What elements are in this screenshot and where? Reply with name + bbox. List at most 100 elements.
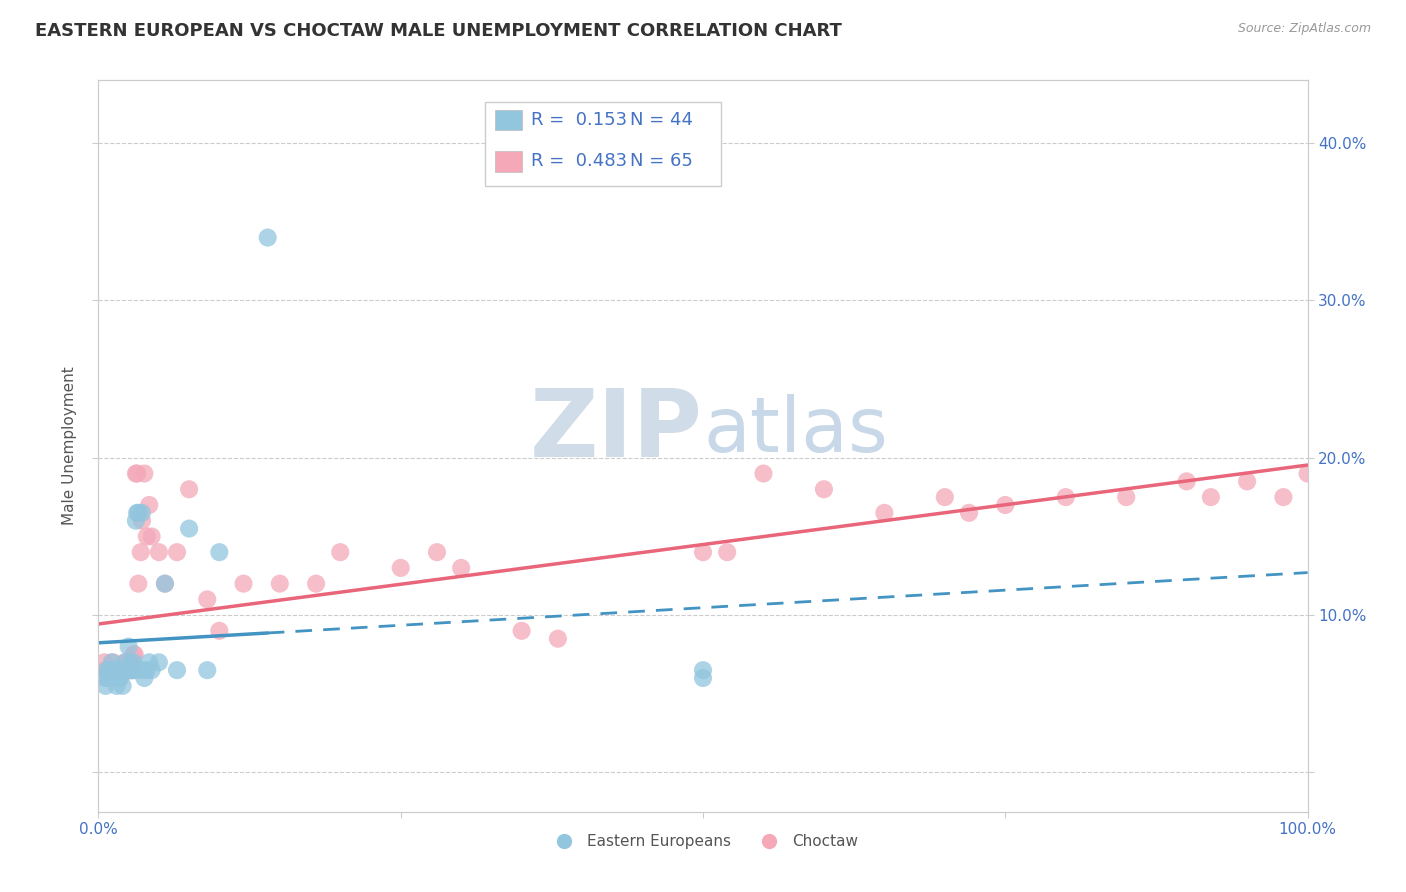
Point	[166, 545, 188, 559]
FancyBboxPatch shape	[495, 110, 522, 130]
Point	[127, 467, 149, 481]
Point	[100, 663, 122, 677]
Point	[120, 655, 142, 669]
Point	[111, 679, 134, 693]
Point	[813, 482, 835, 496]
Point	[131, 506, 153, 520]
FancyBboxPatch shape	[485, 103, 721, 186]
Point	[329, 545, 352, 559]
Point	[389, 561, 412, 575]
Point	[208, 624, 231, 638]
Point	[104, 663, 127, 677]
Point	[1175, 475, 1198, 489]
Point	[232, 576, 254, 591]
Point	[934, 490, 956, 504]
Point	[118, 655, 141, 669]
Point	[105, 679, 128, 693]
Y-axis label: Male Unemployment: Male Unemployment	[62, 367, 77, 525]
Point	[195, 592, 218, 607]
Point	[122, 648, 145, 662]
Point	[208, 545, 231, 559]
Point	[269, 576, 291, 591]
Point	[153, 576, 176, 591]
Point	[127, 506, 149, 520]
Point	[179, 522, 201, 536]
Point	[256, 230, 278, 244]
Point	[121, 663, 143, 677]
Point	[124, 663, 146, 677]
Point	[93, 671, 115, 685]
Point	[117, 663, 139, 677]
Text: N = 65: N = 65	[630, 152, 693, 170]
Point	[716, 545, 738, 559]
Point	[153, 576, 176, 591]
Point	[135, 529, 157, 543]
Point	[547, 632, 569, 646]
Point	[103, 663, 125, 677]
Point	[108, 663, 131, 677]
Point	[1115, 490, 1137, 504]
Point	[111, 663, 134, 677]
Point	[100, 663, 122, 677]
Text: R =  0.483: R = 0.483	[531, 152, 627, 170]
Point	[101, 655, 124, 669]
Point	[305, 576, 328, 591]
Point	[129, 663, 152, 677]
Point	[98, 663, 121, 677]
Point	[692, 663, 714, 677]
Point	[121, 663, 143, 677]
Point	[1272, 490, 1295, 504]
Point	[134, 671, 156, 685]
Point	[426, 545, 449, 559]
Point	[138, 655, 160, 669]
Point	[94, 663, 117, 677]
Point	[510, 624, 533, 638]
Point	[179, 482, 201, 496]
Point	[104, 671, 127, 685]
Point	[138, 498, 160, 512]
Point	[110, 663, 132, 677]
Point	[97, 671, 120, 685]
Text: EASTERN EUROPEAN VS CHOCTAW MALE UNEMPLOYMENT CORRELATION CHART: EASTERN EUROPEAN VS CHOCTAW MALE UNEMPLO…	[35, 22, 842, 40]
Point	[1296, 467, 1319, 481]
Legend: Eastern Europeans, Choctaw: Eastern Europeans, Choctaw	[543, 828, 863, 855]
Text: atlas: atlas	[703, 394, 887, 468]
Point	[124, 648, 146, 662]
Point	[110, 663, 132, 677]
Point	[98, 663, 121, 677]
Point	[125, 514, 148, 528]
Point	[105, 663, 128, 677]
Text: N = 44: N = 44	[630, 111, 693, 129]
Point	[873, 506, 896, 520]
Point	[141, 529, 163, 543]
Point	[692, 671, 714, 685]
Point	[118, 640, 141, 654]
Point	[107, 663, 129, 677]
Point	[122, 655, 145, 669]
FancyBboxPatch shape	[495, 152, 522, 171]
Point	[1054, 490, 1077, 504]
Point	[112, 663, 135, 677]
Point	[120, 663, 142, 677]
Point	[108, 663, 131, 677]
Point	[131, 514, 153, 528]
Point	[100, 655, 122, 669]
Point	[141, 663, 163, 677]
Point	[134, 467, 156, 481]
Text: ZIP: ZIP	[530, 385, 703, 477]
Point	[108, 671, 131, 685]
Point	[125, 467, 148, 481]
Point	[96, 663, 118, 677]
Point	[108, 671, 131, 685]
Point	[118, 663, 141, 677]
Point	[100, 663, 122, 677]
Point	[135, 663, 157, 677]
Point	[450, 561, 472, 575]
Text: Source: ZipAtlas.com: Source: ZipAtlas.com	[1237, 22, 1371, 36]
Point	[957, 506, 980, 520]
Point	[96, 663, 118, 677]
Text: R =  0.153: R = 0.153	[531, 111, 627, 129]
Point	[101, 663, 124, 677]
Point	[752, 467, 775, 481]
Point	[148, 655, 170, 669]
